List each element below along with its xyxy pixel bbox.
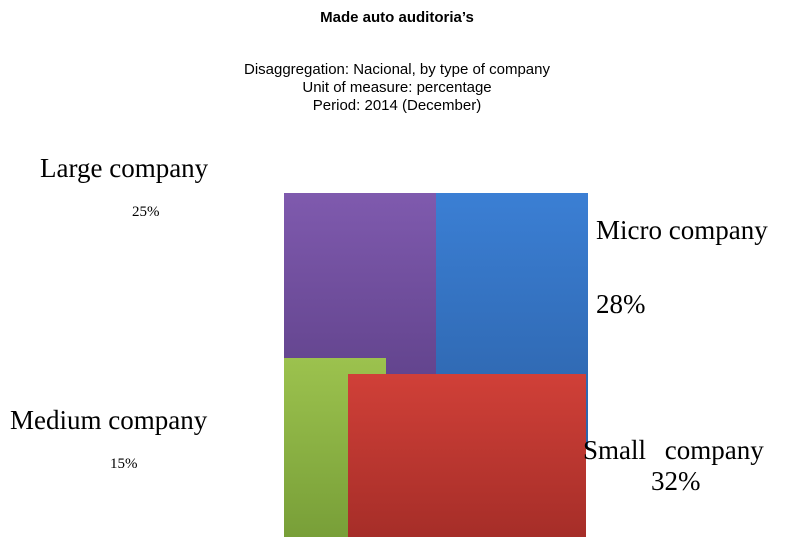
subtitle-unit: Unit of measure: percentage xyxy=(302,79,492,96)
label-large-company: Large company xyxy=(40,153,209,183)
label-medium-company: Medium company xyxy=(10,405,208,435)
chart-title: Made auto auditoria’s xyxy=(320,9,474,26)
value-large-company: 25% xyxy=(132,204,160,220)
value-medium-company: 15% xyxy=(110,456,138,472)
subtitle-period: Period: 2014 (December) xyxy=(312,97,482,114)
value-micro-company: 28% xyxy=(596,289,646,319)
label-small-company: Small company xyxy=(583,435,764,465)
label-micro-company: Micro company xyxy=(596,215,768,245)
block-small-company xyxy=(348,374,586,537)
subtitle-disaggregation: Disaggregation: Nacional, by type of com… xyxy=(243,61,550,78)
value-small-company: 32% xyxy=(651,466,701,496)
